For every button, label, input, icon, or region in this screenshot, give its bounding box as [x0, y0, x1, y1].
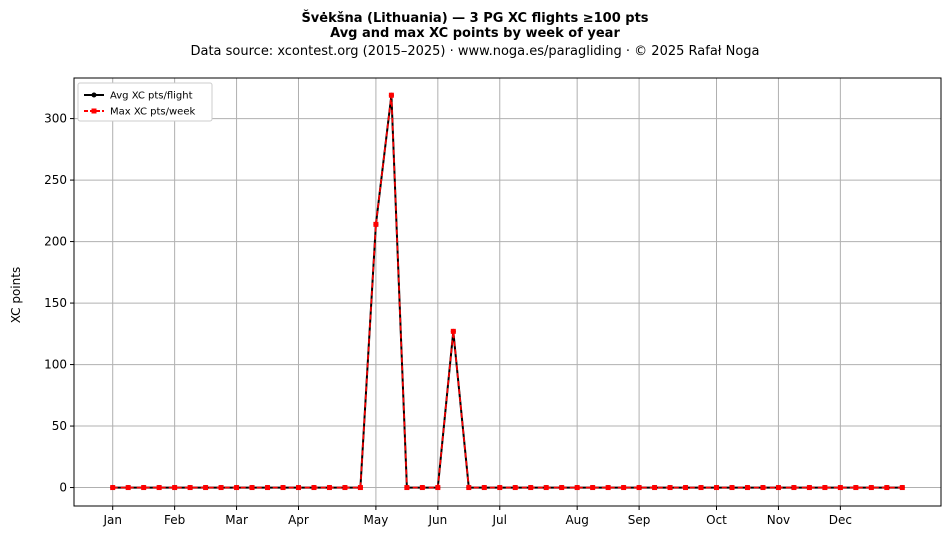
- ticks: Jan Feb Mar Apr May Jun Jul Aug Sep Oct Nov Dec 0 50 1…: [44, 112, 852, 527]
- y-tick-label: 150: [44, 296, 67, 310]
- data-point-max: [156, 485, 162, 491]
- data-point-max: [388, 92, 394, 98]
- data-point-max: [837, 485, 843, 491]
- data-point-max: [605, 485, 611, 491]
- data-point-max: [450, 328, 456, 334]
- data-point-max: [234, 485, 240, 491]
- data-point-max: [574, 485, 580, 491]
- legend-box: [77, 82, 213, 122]
- data-point-max: [326, 485, 332, 491]
- data-point-max: [714, 485, 720, 491]
- x-tick-label: Feb: [164, 513, 185, 527]
- x-tick-label: Sep: [628, 513, 651, 527]
- data-point-max: [481, 485, 487, 491]
- data-point-max: [806, 485, 812, 491]
- data-point-max: [744, 485, 750, 491]
- x-tick-label: Aug: [565, 513, 588, 527]
- series-line-1: [112, 95, 903, 489]
- data-point-max: [311, 485, 317, 491]
- data-point-max: [899, 485, 905, 491]
- legend-marker-square: [91, 108, 97, 114]
- plot-frame: [73, 77, 942, 507]
- data-point-max: [729, 485, 735, 491]
- data-point-max: [218, 485, 224, 491]
- data-point-max: [698, 485, 704, 491]
- data-point-max: [435, 485, 441, 491]
- data-point-max: [667, 485, 673, 491]
- series-layer: [110, 92, 905, 491]
- y-tick-label: 0: [59, 481, 67, 495]
- x-tick-label: Mar: [225, 513, 248, 527]
- series-line-0: [112, 95, 903, 489]
- data-point-max: [342, 485, 348, 491]
- x-tick-label: Oct: [706, 513, 727, 527]
- x-tick-label: Nov: [767, 513, 790, 527]
- data-point-max: [652, 485, 658, 491]
- chart-title-line1: Švėkšna (Lithuania) — 3 PG XC flights ≥1…: [301, 10, 648, 26]
- x-tick-label: Apr: [288, 513, 309, 527]
- data-point-max: [559, 485, 565, 491]
- data-point-max: [590, 485, 596, 491]
- data-point-max: [791, 485, 797, 491]
- data-point-max: [543, 485, 549, 491]
- data-point-max: [265, 485, 271, 491]
- data-point-max: [249, 485, 255, 491]
- data-point-max: [357, 485, 363, 491]
- data-point-max: [373, 221, 379, 227]
- data-point-max: [125, 485, 131, 491]
- data-point-max: [853, 485, 859, 491]
- chart-title-line2: Avg and max XC points by week of year: [330, 26, 620, 41]
- data-point-max: [512, 485, 518, 491]
- data-point-max: [775, 485, 781, 491]
- legend-marker-circle: [91, 92, 97, 98]
- data-point-max: [683, 485, 689, 491]
- y-tick-label: 250: [44, 173, 67, 187]
- y-tick-label: 300: [44, 112, 67, 126]
- data-point-max: [760, 485, 766, 491]
- data-point-max: [497, 485, 503, 491]
- y-tick-label: 200: [44, 235, 67, 249]
- data-point-max: [466, 485, 472, 491]
- data-point-max: [528, 485, 534, 491]
- data-point-max: [172, 485, 178, 491]
- data-point-max: [295, 485, 301, 491]
- data-point-max: [419, 485, 425, 491]
- legend: Avg XC pts/flight Max XC pts/week: [77, 82, 213, 122]
- x-tick-label: Dec: [829, 513, 852, 527]
- x-tick-label: Jan: [102, 513, 122, 527]
- data-point-max: [141, 485, 147, 491]
- data-point-max: [884, 485, 890, 491]
- data-point-max: [822, 485, 828, 491]
- x-tick-label: Jun: [427, 513, 447, 527]
- data-point-max: [280, 485, 286, 491]
- y-axis-label: XC points: [9, 267, 23, 323]
- data-point-max: [636, 485, 642, 491]
- y-tick-label: 50: [52, 419, 67, 433]
- legend-label: Avg XC pts/flight: [110, 91, 193, 102]
- y-tick-label: 100: [44, 358, 67, 372]
- data-point-max: [187, 485, 193, 491]
- data-point-max: [404, 485, 410, 491]
- x-tick-label: May: [363, 513, 388, 527]
- data-point-max: [621, 485, 627, 491]
- x-tick-label: Jul: [492, 513, 507, 527]
- data-point-max: [110, 485, 116, 491]
- legend-label: Max XC pts/week: [110, 107, 195, 118]
- chart-subtitle: Data source: xcontest.org (2015–2025) · …: [190, 44, 759, 59]
- data-point-max: [868, 485, 874, 491]
- data-point-max: [203, 485, 209, 491]
- grid: [74, 78, 941, 506]
